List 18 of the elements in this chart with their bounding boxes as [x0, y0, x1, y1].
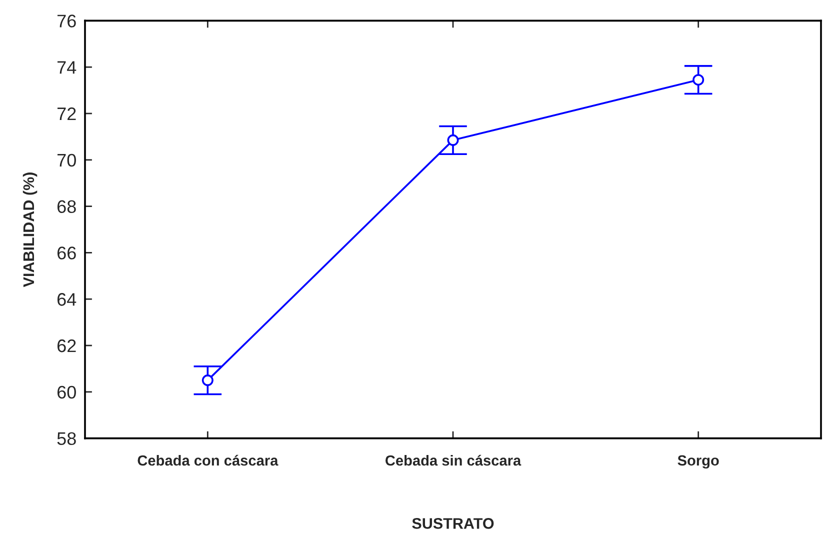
y-axis-title: VIABILIDAD (%) [22, 172, 38, 288]
y-tick-label: 62 [58, 339, 76, 352]
y-tick-label: 66 [58, 246, 76, 260]
point [447, 134, 459, 146]
x-tick-label: Cebada sin cáscara [386, 454, 522, 466]
point [692, 74, 704, 86]
y-tick-label: 70 [58, 154, 76, 167]
y-tick-label: 68 [58, 200, 76, 214]
y-tick-label: 64 [58, 293, 76, 306]
y-tick-label: 76 [58, 14, 76, 28]
y-tick-label: 72 [58, 107, 76, 120]
y-tick-label: 60 [58, 386, 76, 399]
x-axis-title: SUSTRATO [412, 518, 494, 529]
point [202, 374, 214, 386]
y-tick-label: 74 [58, 61, 76, 74]
x-tick-label: Cebada con cáscara [138, 454, 278, 466]
x-tick-label: Sorgo [678, 455, 719, 469]
y-tick-label: 58 [57, 432, 76, 446]
